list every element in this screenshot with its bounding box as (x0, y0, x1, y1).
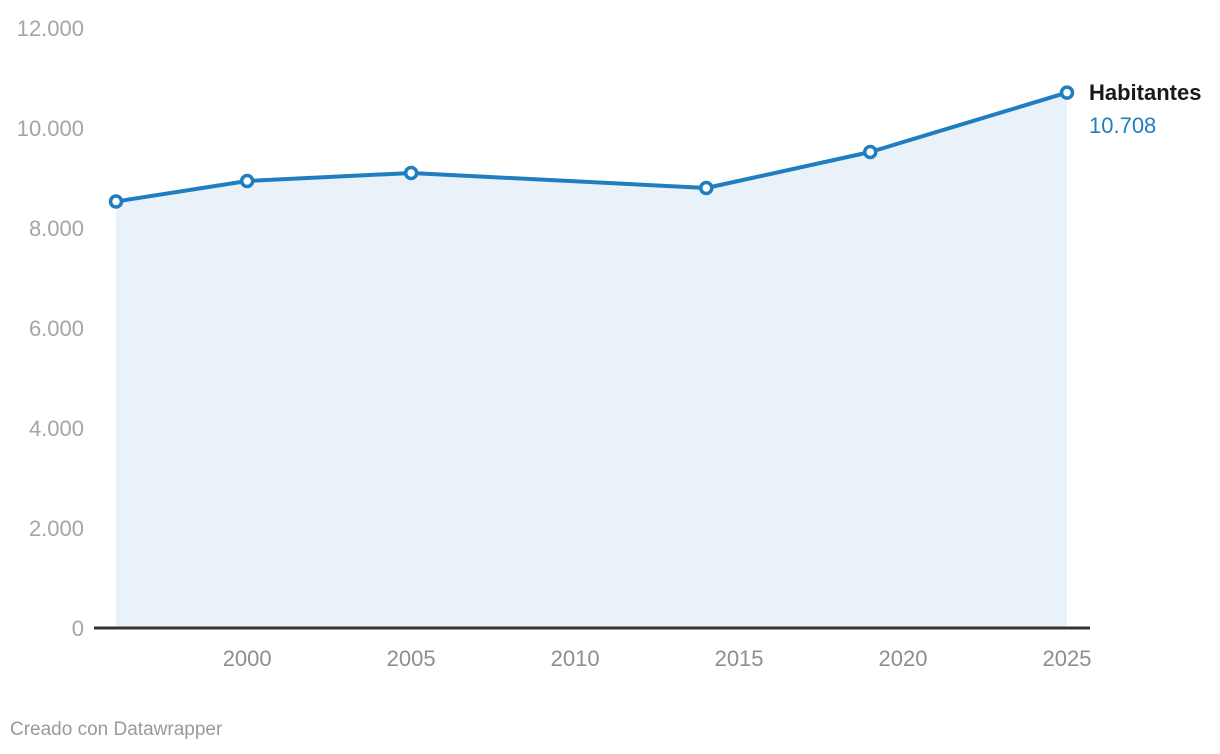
y-tick-label: 0 (72, 616, 84, 641)
attribution-prefix: Creado con (10, 719, 114, 740)
area-fill (116, 92, 1067, 629)
data-point-marker[interactable] (108, 194, 124, 209)
y-tick-label: 10.000 (17, 116, 84, 141)
data-point-marker[interactable] (239, 173, 255, 189)
y-tick-label: 12.000 (17, 16, 84, 41)
x-tick-label: 2025 (1043, 646, 1092, 671)
x-tick-label: 2020 (879, 646, 928, 671)
x-tick-label: 2010 (551, 646, 600, 671)
attribution: Creado con Datawrapper (10, 719, 222, 741)
series-end-value: 10.708 (1089, 113, 1157, 138)
x-tick-label: 2015 (715, 646, 764, 671)
data-point-marker[interactable] (862, 144, 878, 160)
x-tick-label: 2005 (387, 646, 436, 671)
y-tick-label: 8.000 (29, 216, 84, 241)
data-point-marker[interactable] (699, 180, 714, 196)
line-path (114, 90, 1069, 204)
y-tick-label: 2.000 (29, 516, 84, 541)
y-tick-label: 6.000 (29, 316, 84, 341)
series-end-label: Habitantes (1089, 80, 1202, 105)
data-point-marker[interactable] (403, 165, 419, 181)
x-tick-label: 2000 (223, 646, 272, 671)
y-tick-label: 4.000 (29, 416, 84, 441)
data-point-marker[interactable] (1059, 85, 1075, 100)
datawrapper-link[interactable]: Datawrapper (113, 719, 223, 740)
